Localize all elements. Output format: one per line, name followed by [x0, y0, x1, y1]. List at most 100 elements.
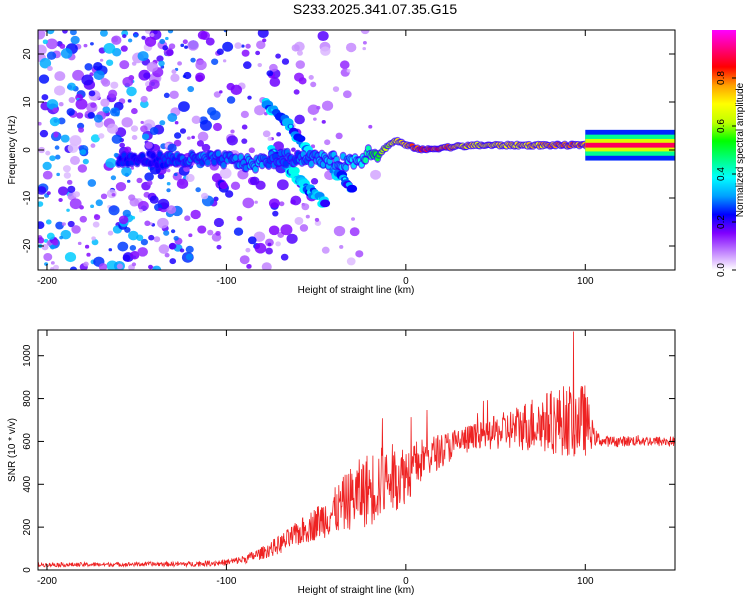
spectrogram-noise-blob — [346, 257, 356, 266]
spectrogram-noise-blob — [267, 242, 272, 247]
spectrogram-noise-blob — [79, 149, 87, 156]
spectrogram-noise-blob — [69, 30, 77, 36]
spectrogram-noise-blob — [174, 121, 179, 125]
spectrogram-noise-blob — [148, 234, 155, 241]
spectrogram-noise-blob — [269, 77, 281, 87]
spectrogram-track-blob — [320, 199, 331, 208]
spectrogram-noise-blob — [207, 229, 214, 236]
spectrogram-noise-blob — [333, 225, 346, 237]
spectrogram-noise-blob — [167, 112, 178, 122]
spectrogram-noise-blob — [122, 254, 131, 262]
spectrogram-noise-blob — [60, 229, 72, 240]
spectrogram-noise-blob — [78, 127, 85, 133]
spectrogram-track-core — [288, 124, 293, 129]
spectrogram-noise-blob — [68, 97, 76, 104]
spectrogram-noise-blob — [241, 44, 245, 48]
spectrogram-noise-blob — [83, 43, 88, 48]
spectrogram-noise-blob — [186, 136, 191, 140]
spectrogram-noise-blob — [265, 247, 273, 255]
spectrogram-noise-blob — [115, 181, 127, 192]
spectrogram-noise-blob — [45, 150, 51, 156]
spectrogram-noise-blob — [296, 50, 303, 56]
spectrogram-noise-blob — [179, 128, 187, 134]
spectrogram-noise-blob — [148, 264, 153, 270]
snr-series-line — [38, 331, 675, 569]
spectrogram-noise-blob — [81, 74, 94, 86]
spectrogram-noise-blob — [191, 115, 201, 124]
spectrogram-noise-blob — [230, 129, 235, 134]
spectrogram-noise-blob — [91, 239, 99, 246]
spectrogram-noise-blob — [90, 204, 95, 209]
spectrogram-noise-blob — [93, 61, 103, 71]
colorbar-tick-label: 0.8 — [716, 71, 727, 85]
spectrogram-noise-blob — [168, 43, 176, 50]
spectrogram-noise-blob — [153, 236, 161, 243]
spectrogram-noise-blob — [49, 244, 56, 250]
spectrogram-noise-blob — [243, 61, 252, 70]
colorbar-tick-label: 0.4 — [716, 167, 727, 181]
spectrogram-noise-blob — [54, 154, 61, 160]
spectrogram-noise-blob — [59, 235, 64, 240]
spectrogram-noise-blob — [69, 155, 80, 165]
spectrogram-noise-blob — [247, 95, 252, 100]
spectrogram-noise-blob — [266, 70, 274, 77]
spectrogram-noise-blob — [183, 71, 192, 80]
spectrogram-noise-blob — [54, 85, 66, 96]
spectrogram-noise-blob — [88, 90, 96, 97]
spectrogram-noise-blob — [99, 58, 104, 62]
spectrogram-noise-blob — [67, 143, 79, 154]
spectrogram-noise-blob — [137, 247, 148, 257]
spectrogram-noise-blob — [129, 245, 137, 251]
spectrogram-noise-blob — [185, 253, 193, 261]
spectrogram-noise-blob — [52, 107, 59, 113]
spectrogram-noise-blob — [121, 117, 133, 128]
spectrogram-noise-blob — [124, 146, 132, 153]
spectrogram-noise-blob — [111, 35, 122, 45]
spectrogram-noise-blob — [116, 263, 123, 270]
spectrogram-noise-blob — [197, 225, 207, 234]
spectrogram-noise-blob — [131, 108, 138, 115]
spectrogram-noise-blob — [268, 225, 280, 236]
spectrogram-noise-blob — [245, 43, 251, 49]
spectrogram-noise-blob — [72, 69, 85, 81]
spectrogram-noise-blob — [310, 81, 317, 88]
snr-xtick-label: -100 — [216, 576, 236, 587]
spectrogram-noise-blob — [144, 220, 151, 227]
spectrogram-noise-blob — [108, 89, 118, 98]
spectrogram-noise-blob — [362, 40, 367, 45]
spectrogram-noise-blob — [111, 192, 116, 197]
spectrogram-noise-blob — [87, 179, 97, 187]
spectrogram-noise-blob — [339, 60, 350, 70]
spectrogram-noise-blob — [195, 187, 201, 193]
spectrogram-noise-blob — [165, 36, 169, 41]
spectrogram-noise-blob — [108, 205, 120, 216]
spectrogram-noise-blob — [256, 40, 266, 50]
snr-xtick-label: 0 — [403, 576, 409, 587]
spectrogram-noise-blob — [66, 208, 70, 212]
spectrogram-noise-blob — [54, 145, 60, 150]
spectrogram-noise-blob — [190, 209, 201, 220]
spectrogram-noise-blob — [321, 119, 326, 124]
spectrogram-noise-blob — [62, 165, 71, 173]
spectrogram-noise-blob — [95, 199, 103, 207]
spectrogram-noise-blob — [100, 193, 108, 200]
snr-ytick-label: 800 — [22, 390, 33, 407]
spectrogram-noise-blob — [56, 172, 60, 177]
spectrogram-noise-blob — [127, 38, 133, 43]
colorbar-tick-label: 0.2 — [716, 215, 727, 229]
spectrogram-noise-blob — [69, 135, 82, 147]
snr-ytick-label: 600 — [22, 433, 33, 450]
snr-background — [38, 330, 675, 570]
spectrogram-noise-blob — [310, 177, 319, 185]
spectrogram-noise-blob — [46, 191, 51, 196]
snr-ytick-label: 400 — [22, 476, 33, 493]
spectrogram-noise-blob — [201, 143, 211, 152]
spectrogram-noise-blob — [162, 45, 169, 51]
spectrogram-noise-blob — [90, 42, 94, 46]
spectrogram-noise-blob — [93, 214, 101, 221]
spectrogram-noise-blob — [321, 246, 330, 254]
spectrogram-noise-blob — [140, 125, 148, 133]
spectrogram-noise-blob — [53, 133, 58, 138]
spectrogram-noise-blob — [122, 76, 134, 87]
